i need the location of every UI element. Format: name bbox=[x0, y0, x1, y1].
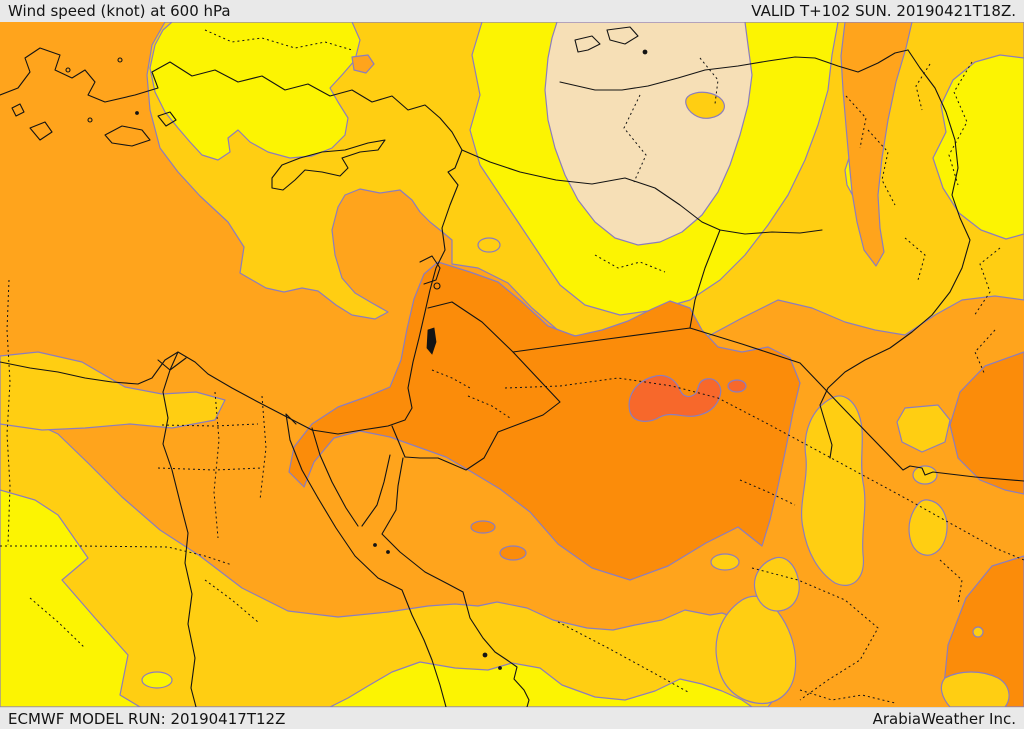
fill-gold-band-east bbox=[800, 395, 866, 586]
red-sea-island-2 bbox=[386, 550, 390, 554]
fill-gold-islet-2 bbox=[477, 237, 501, 253]
lake-dot bbox=[642, 49, 648, 55]
island-dot-2 bbox=[65, 67, 71, 73]
model-run-label: ECMWF MODEL RUN: 20190417T12Z bbox=[8, 709, 286, 728]
dotted-admin-borders bbox=[0, 29, 1024, 704]
coast-cyprus bbox=[271, 139, 386, 191]
fill-cream-lowest bbox=[544, 22, 753, 246]
fill-yellow-northeast bbox=[932, 54, 1024, 240]
border-syria-iraq bbox=[689, 229, 721, 329]
fill-dark-orange-southeast bbox=[943, 555, 1024, 707]
admin-iran-1 bbox=[948, 61, 973, 186]
admin-turkey-2 bbox=[623, 94, 647, 183]
admin-saudi-1 bbox=[751, 567, 879, 701]
admin-iran-4 bbox=[915, 63, 931, 111]
admin-egypt-4 bbox=[161, 423, 259, 427]
fill-dark-islet-1 bbox=[470, 520, 496, 534]
country-borders bbox=[391, 49, 1024, 482]
island-dot-4 bbox=[135, 111, 139, 115]
admin-jordan-1 bbox=[467, 395, 511, 419]
border-jordan-saudi bbox=[404, 301, 561, 471]
coast-sinai-east-aqaba bbox=[361, 454, 391, 527]
header-bar: Wind speed (knot) at 600 hPa VALID T+102… bbox=[0, 0, 1024, 22]
nile-delta-branches bbox=[157, 357, 187, 371]
fill-gold-ring bbox=[972, 626, 984, 638]
fill-yellow-southwest-corner bbox=[0, 489, 141, 707]
coast-mediterranean-levant bbox=[0, 47, 463, 435]
island-dot-3 bbox=[117, 57, 123, 63]
fill-orange-islet bbox=[351, 54, 375, 74]
red-sea-island-4 bbox=[498, 666, 502, 670]
weather-map bbox=[0, 22, 1024, 707]
island-dot-1 bbox=[87, 117, 93, 123]
border-egypt-israel bbox=[391, 425, 406, 458]
fill-gold-islet-1 bbox=[685, 91, 725, 119]
red-sea-island-1 bbox=[373, 543, 377, 547]
admin-iran-3 bbox=[845, 95, 867, 149]
fill-gold-patch-6 bbox=[940, 671, 1010, 707]
fill-gold-patch-2 bbox=[908, 499, 948, 556]
coast-aegean-islands bbox=[11, 103, 177, 147]
fill-dark-orange-main bbox=[288, 261, 801, 581]
page-title: Wind speed (knot) at 600 hPa bbox=[8, 2, 231, 20]
admin-saudi-long bbox=[504, 377, 1024, 561]
admin-jordan-2 bbox=[431, 369, 471, 389]
admin-egypt-5 bbox=[29, 597, 86, 649]
lake-van bbox=[574, 35, 601, 53]
admin-egypt-6 bbox=[204, 579, 259, 623]
border-turkey-caucasus bbox=[559, 49, 909, 91]
border-egypt-libya bbox=[6, 279, 11, 546]
lake-urmia bbox=[606, 26, 639, 45]
valid-time-label: VALID T+102 SUN. 20190421T18Z. bbox=[751, 2, 1016, 20]
red-sea-island-3 bbox=[482, 652, 488, 658]
admin-saudi-4 bbox=[799, 689, 896, 704]
coast-red-sea-west bbox=[317, 497, 447, 707]
fill-deep-core bbox=[628, 374, 722, 422]
admin-saudi-3 bbox=[739, 479, 796, 506]
border-lebanon bbox=[419, 255, 441, 285]
coast-red-sea-east bbox=[381, 457, 530, 707]
admin-iran-5 bbox=[974, 329, 996, 376]
fill-orange-tongue bbox=[840, 22, 913, 267]
footer-bar: ECMWF MODEL RUN: 20190417T12Z ArabiaWeat… bbox=[0, 707, 1024, 729]
admin-iran-2 bbox=[973, 247, 1001, 317]
border-syria-jordan bbox=[427, 301, 453, 309]
fill-dark-orange-east bbox=[949, 351, 1024, 495]
border-egypt-sudan bbox=[0, 545, 233, 566]
coastlines bbox=[0, 26, 648, 707]
fill-dark-islet-2 bbox=[499, 545, 527, 561]
nile-river bbox=[162, 351, 197, 707]
fill-deep-islet bbox=[727, 379, 747, 393]
fill-yellow-ellipse bbox=[141, 671, 173, 689]
admin-saudi-5 bbox=[939, 559, 963, 606]
fill-gold-patch-1 bbox=[896, 404, 951, 453]
fill-gold-patch-7 bbox=[710, 553, 740, 571]
fill-yellow-northwest bbox=[149, 22, 361, 161]
coast-sinai-west bbox=[311, 427, 359, 527]
fill-yellow-south-band bbox=[329, 661, 753, 707]
map-canvas bbox=[0, 22, 1024, 707]
sea-of-galilee bbox=[433, 282, 441, 290]
border-iraq-iran bbox=[819, 49, 971, 459]
border-turkey-syria bbox=[461, 149, 823, 235]
dead-sea bbox=[426, 327, 437, 355]
fill-gold-patch-5 bbox=[753, 556, 800, 612]
admin-saudi-2 bbox=[557, 621, 689, 693]
brand-label: ArabiaWeather Inc. bbox=[872, 709, 1016, 728]
coast-gulf-of-suez-west bbox=[285, 413, 319, 499]
admin-iran-7 bbox=[904, 237, 926, 281]
